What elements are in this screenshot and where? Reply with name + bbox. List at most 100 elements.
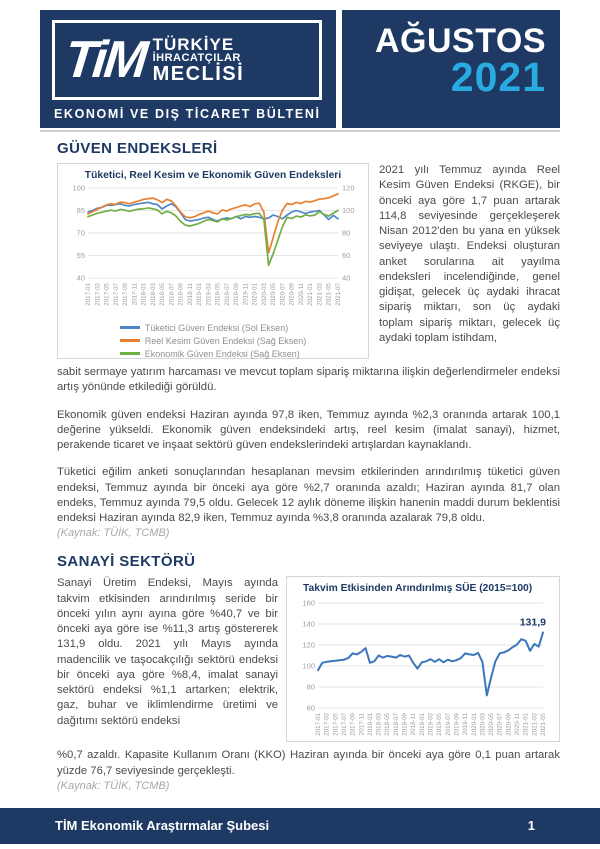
x-axis-tick: 2019-03 bbox=[428, 713, 435, 736]
x-axis-tick: 2019-05 bbox=[436, 713, 443, 736]
x-axis-tick: 2020-07 bbox=[497, 713, 504, 736]
x-axis-tick: 2020-01 bbox=[471, 713, 478, 736]
x-axis-tick: 2017-11 bbox=[358, 713, 365, 736]
guven-paragraph-right: 2021 yılı Temmuz ayında Reel Kesim Güven… bbox=[379, 164, 560, 344]
main-content: GÜVEN ENDEKSLERİ Tüketici, Reel Kesim ve… bbox=[57, 136, 560, 792]
x-axis-tick: 2018-01 bbox=[367, 713, 374, 736]
header-divider bbox=[40, 130, 560, 132]
y-axis-tick-right: 40 bbox=[342, 274, 350, 283]
x-axis-tick: 2020-09 bbox=[289, 282, 296, 305]
series-line-0 bbox=[317, 631, 544, 697]
x-axis-tick: 2021-01 bbox=[523, 713, 530, 736]
y-axis-tick-left: 120 bbox=[302, 641, 315, 650]
tim-logo-text: TiM bbox=[61, 31, 148, 89]
y-axis-tick-left: 60 bbox=[307, 704, 315, 713]
legend-label: Reel Kesim Güven Endeksi (Sağ Eksen) bbox=[144, 335, 307, 346]
sanayi-source-note: (Kaynak: TÜİK, TCMB) bbox=[57, 779, 170, 792]
x-axis-tick: 2018-11 bbox=[410, 713, 417, 736]
sue-chart-title: Takvim Etkisinden Arındırılmış SÜE (2015… bbox=[303, 583, 533, 595]
x-axis-tick: 2019-07 bbox=[445, 713, 452, 736]
x-axis-tick: 2021-03 bbox=[531, 713, 538, 736]
confidence-chart-legend: Tüketici Güven Endeksi (Sol Eksen) Reel K… bbox=[119, 321, 307, 360]
x-axis-tick: 2017-07 bbox=[341, 713, 348, 736]
y-axis-tick-right: 60 bbox=[342, 251, 350, 260]
y-axis-tick-right: 120 bbox=[342, 184, 355, 193]
confidence-chart: Tüketici, Reel Kesim ve Ekonomik Güven E… bbox=[57, 163, 369, 359]
y-axis-tick-left: 160 bbox=[302, 599, 315, 608]
x-axis-tick: 2018-07 bbox=[393, 713, 400, 736]
x-axis-tick: 2018-05 bbox=[159, 282, 166, 305]
header-left-block: TiM TÜRKİYE İHRACATÇILAR MECLİSİ EKONOMİ… bbox=[40, 10, 336, 128]
legend-label: Ekonomik Güven Endeksi (Sağ Eksen) bbox=[144, 348, 300, 359]
header-right-block: AĞUSTOS 2021 bbox=[342, 10, 560, 128]
x-axis-tick: 2020-11 bbox=[298, 282, 305, 305]
x-axis-tick: 2019-01 bbox=[419, 713, 426, 736]
x-axis-tick: 2020-05 bbox=[270, 282, 277, 305]
logo-line-meclisi: MECLİSİ bbox=[152, 63, 245, 86]
bulletin-title: EKONOMİ VE DIŞ TİCARET BÜLTENİ bbox=[54, 107, 321, 121]
x-axis-tick: 2017-05 bbox=[332, 713, 339, 736]
legend-item-2: Ekonomik Güven Endeksi (Sağ Eksen) bbox=[119, 347, 307, 360]
x-axis-tick: 2018-03 bbox=[150, 282, 157, 305]
tim-logo: TiM TÜRKİYE İHRACATÇILAR MECLİSİ bbox=[52, 20, 322, 100]
x-axis-tick: 2020-11 bbox=[514, 713, 521, 736]
series-line-2 bbox=[87, 207, 339, 267]
x-axis-tick: 2020-05 bbox=[488, 713, 495, 736]
y-axis-tick-left: 55 bbox=[77, 251, 85, 260]
series-line-1 bbox=[87, 193, 339, 254]
header: TiM TÜRKİYE İHRACATÇILAR MECLİSİ EKONOMİ… bbox=[40, 10, 560, 128]
guven-paragraph-continuation: sabit sermaye yatırım harcaması ve mevcu… bbox=[57, 366, 560, 394]
x-axis-tick: 2020-09 bbox=[505, 713, 512, 736]
x-axis-tick: 2018-01 bbox=[141, 282, 148, 305]
x-axis-tick: 2017-05 bbox=[104, 282, 111, 305]
x-axis-tick: 2019-11 bbox=[462, 713, 469, 736]
x-axis-tick: 2019-11 bbox=[242, 282, 249, 305]
x-axis-tick: 2019-09 bbox=[453, 713, 460, 736]
footer-bar: TİM Ekonomik Araştırmalar Şubesi 1 bbox=[0, 808, 600, 844]
y-axis-tick-left: 100 bbox=[302, 662, 315, 671]
series-line-0 bbox=[87, 201, 339, 222]
legend-line-swatch bbox=[119, 352, 140, 355]
y-axis-tick-left: 85 bbox=[77, 206, 85, 215]
x-axis-tick: 2018-03 bbox=[376, 713, 383, 736]
x-axis-tick: 2021-03 bbox=[316, 282, 323, 305]
guven-row: Tüketici, Reel Kesim ve Ekonomik Güven E… bbox=[57, 163, 560, 359]
legend-label: Tüketici Güven Endeksi (Sol Eksen) bbox=[144, 322, 289, 333]
x-axis-tick: 2017-07 bbox=[113, 282, 120, 305]
logo-line-turkiye: TÜRKİYE bbox=[152, 34, 235, 54]
x-axis-tick: 2021-01 bbox=[307, 282, 314, 305]
page-number: 1 bbox=[527, 818, 535, 833]
y-axis-tick-right: 80 bbox=[342, 229, 350, 238]
footer-department: TİM Ekonomik Araştırmalar Şubesi bbox=[55, 818, 270, 833]
legend-line-swatch bbox=[119, 339, 140, 342]
y-axis-tick-left: 40 bbox=[77, 274, 85, 283]
x-axis-tick: 2018-07 bbox=[168, 282, 175, 305]
end-value-label: 131,9 bbox=[520, 617, 546, 629]
x-axis-tick: 2017-09 bbox=[350, 713, 357, 736]
section-heading-guven: GÜVEN ENDEKSLERİ bbox=[57, 140, 218, 157]
x-axis-tick: 2021-05 bbox=[540, 713, 547, 736]
x-axis-tick: 2017-03 bbox=[324, 713, 331, 736]
legend-item-1: Reel Kesim Güven Endeksi (Sağ Eksen) bbox=[119, 334, 307, 347]
x-axis-tick: 2017-01 bbox=[315, 713, 322, 736]
x-axis-tick: 2019-01 bbox=[196, 282, 203, 305]
x-axis-tick: 2019-09 bbox=[233, 282, 240, 305]
guven-paragraph-3: Tüketici eğilim anketi sonuçlarından hes… bbox=[57, 466, 560, 524]
month-title: AĞUSTOS bbox=[374, 22, 546, 60]
x-axis-tick: 2017-03 bbox=[94, 282, 101, 305]
x-axis-tick: 2018-09 bbox=[402, 713, 409, 736]
guven-source-note: (Kaynak: TÜİK, TCMB) bbox=[57, 527, 170, 540]
y-axis-tick-left: 140 bbox=[302, 620, 315, 629]
year-title: 2021 bbox=[450, 54, 546, 100]
y-axis-tick-right: 100 bbox=[342, 206, 355, 215]
y-axis-tick-left: 80 bbox=[307, 683, 315, 692]
logo-org-name: TÜRKİYE İHRACATÇILAR MECLİSİ bbox=[152, 34, 245, 86]
x-axis-tick: 2018-05 bbox=[384, 713, 391, 736]
x-axis-tick: 2018-11 bbox=[187, 282, 194, 305]
x-axis-tick: 2021-07 bbox=[335, 282, 342, 305]
sanayi-row: Sanayi Üretim Endeksi, Mayıs ayında takv… bbox=[57, 576, 560, 743]
sue-chart: Takvim Etkisinden Arındırılmış SÜE (2015… bbox=[286, 576, 560, 743]
confidence-chart-title: Tüketici, Reel Kesim ve Ekonomik Güven E… bbox=[84, 170, 342, 181]
